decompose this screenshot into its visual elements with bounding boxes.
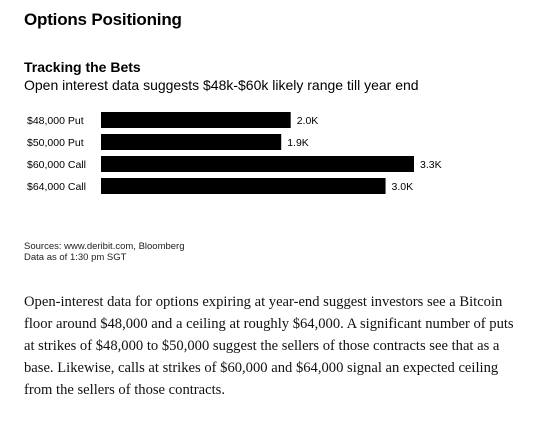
bar	[101, 134, 282, 150]
sources-line: Sources: www.deribit.com, Bloomberg	[24, 241, 185, 252]
category-label: $64,000 Call	[27, 181, 86, 193]
value-label: 3.3K	[420, 159, 442, 171]
category-label: $50,000 Put	[27, 137, 84, 149]
value-label: 1.9K	[287, 137, 309, 149]
bar	[101, 178, 386, 194]
data-timestamp: Data as of 1:30 pm SGT	[24, 252, 127, 263]
category-label: $48,000 Put	[27, 115, 84, 127]
bar-chart: $48,000 Put 2.0K $50,000 Put 1.9K $60,000 Ca…	[27, 112, 442, 194]
section-heading: Options Positioning	[24, 10, 182, 29]
bar	[101, 156, 414, 172]
chart-title: Tracking the Bets	[24, 59, 141, 75]
value-label: 2.0K	[297, 115, 319, 127]
category-label: $60,000 Call	[27, 159, 86, 171]
chart-subtitle: Open interest data suggests $48k-$60k li…	[24, 77, 419, 93]
article-paragraph: Open-interest data for options expiring …	[24, 294, 514, 398]
chart-sources: Sources: www.deribit.com, Bloomberg Data…	[24, 241, 185, 263]
bar	[101, 112, 291, 128]
value-label: 3.0K	[392, 181, 414, 193]
